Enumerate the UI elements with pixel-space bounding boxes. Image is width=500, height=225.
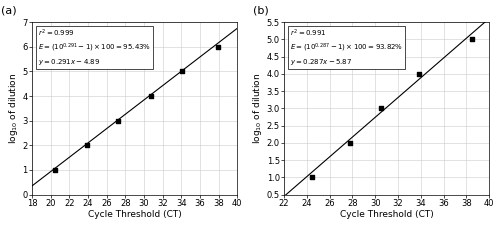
- Point: [308, 176, 316, 179]
- X-axis label: Cycle Threshold (CT): Cycle Threshold (CT): [340, 210, 434, 219]
- Text: $r^2 = 0.999$
$E=(10^{0.291} - 1) \times 100 = 95.43\%$
$y = 0.291x-4.89$: $r^2 = 0.999$ $E=(10^{0.291} - 1) \times…: [38, 27, 152, 67]
- Text: (b): (b): [253, 6, 269, 16]
- Point: [414, 72, 422, 76]
- Y-axis label: $\mathrm{log_{10}}$ of dilution: $\mathrm{log_{10}}$ of dilution: [6, 73, 20, 144]
- Text: (a): (a): [1, 6, 17, 16]
- Point: [178, 70, 186, 73]
- Point: [377, 107, 385, 110]
- Y-axis label: $\mathrm{log_{10}}$ of dilution: $\mathrm{log_{10}}$ of dilution: [251, 73, 264, 144]
- Point: [83, 144, 91, 147]
- Text: $r^2 = 0.991$
$E=(10^{0.287} - 1) \times 100 = 93.82\%$
$y = 0.287x-5.87$: $r^2 = 0.991$ $E=(10^{0.287} - 1) \times…: [290, 27, 404, 67]
- Point: [468, 38, 476, 41]
- X-axis label: Cycle Threshold (CT): Cycle Threshold (CT): [88, 210, 182, 219]
- Point: [148, 94, 156, 98]
- Point: [346, 141, 354, 145]
- Point: [214, 45, 222, 49]
- Point: [52, 168, 60, 172]
- Point: [114, 119, 122, 122]
